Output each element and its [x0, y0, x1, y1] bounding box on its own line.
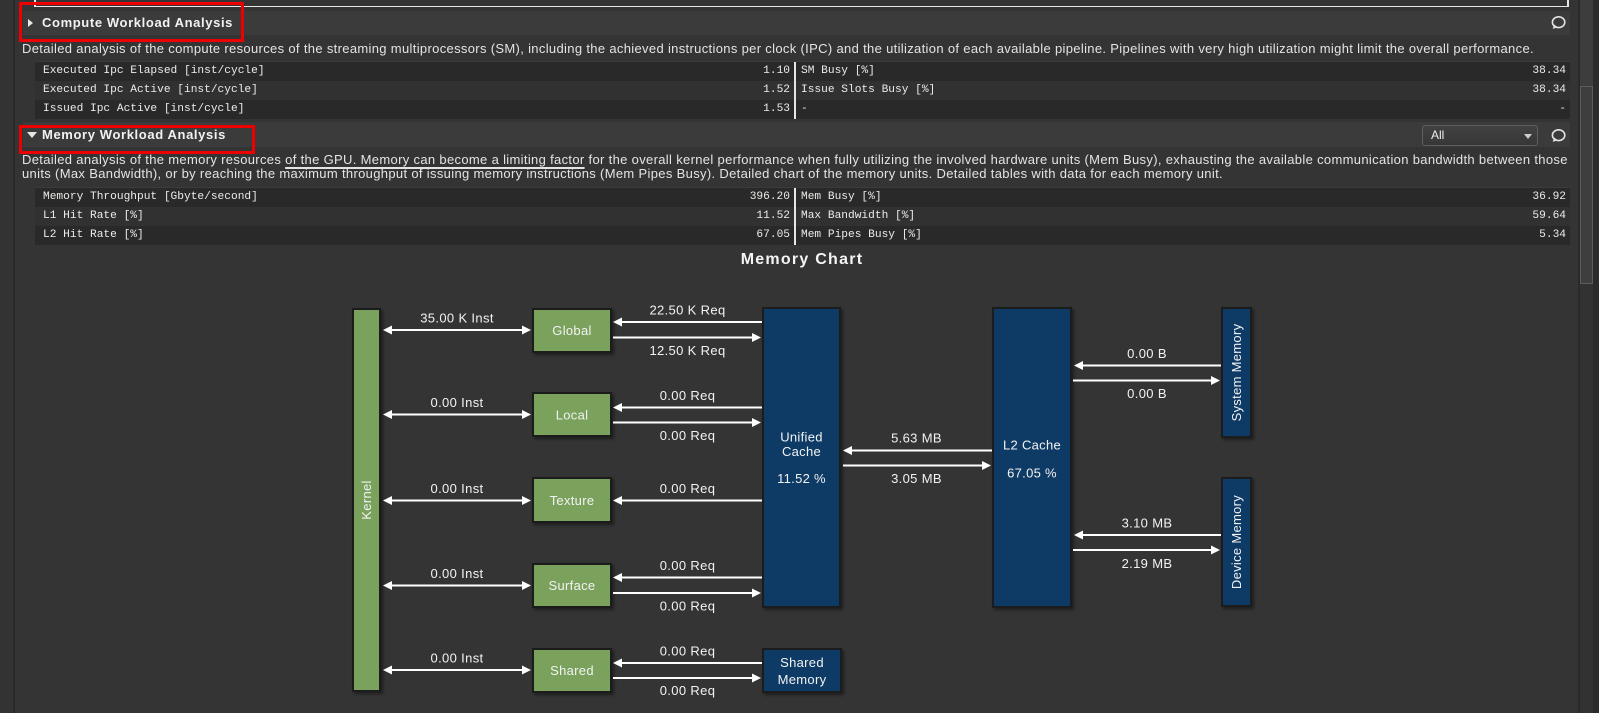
svg-text:Surface: Surface	[549, 578, 596, 593]
svg-text:Cache: Cache	[782, 444, 821, 459]
svg-text:3.05 MB: 3.05 MB	[891, 471, 942, 486]
svg-text:0.00 Req: 0.00 Req	[660, 644, 716, 659]
svg-text:3.10 MB: 3.10 MB	[1122, 516, 1173, 531]
svg-text:0.00 Inst: 0.00 Inst	[430, 481, 483, 496]
svg-text:Shared: Shared	[550, 663, 594, 678]
svg-text:0.00 Req: 0.00 Req	[660, 388, 716, 403]
svg-text:0.00 Inst: 0.00 Inst	[430, 651, 483, 666]
svg-text:0.00 Inst: 0.00 Inst	[430, 395, 483, 410]
svg-text:0.00 B: 0.00 B	[1127, 346, 1167, 361]
svg-text:L2 Cache: L2 Cache	[1003, 438, 1061, 453]
svg-text:12.50 K Req: 12.50 K Req	[649, 343, 725, 358]
svg-text:67.05 %: 67.05 %	[1007, 466, 1057, 481]
svg-text:22.50 K Req: 22.50 K Req	[649, 303, 725, 318]
svg-text:0.00 Inst: 0.00 Inst	[430, 566, 483, 581]
svg-text:Global: Global	[552, 323, 591, 338]
svg-text:11.52 %: 11.52 %	[777, 471, 826, 486]
svg-text:Unified: Unified	[780, 430, 823, 445]
svg-text:Memory: Memory	[778, 672, 827, 687]
svg-text:2.19 MB: 2.19 MB	[1122, 556, 1173, 571]
svg-text:0.00 Req: 0.00 Req	[660, 481, 716, 496]
svg-text:0.00 Req: 0.00 Req	[660, 599, 716, 614]
svg-text:Shared: Shared	[780, 655, 824, 670]
svg-text:System Memory: System Memory	[1229, 323, 1244, 421]
svg-text:Device Memory: Device Memory	[1229, 495, 1244, 589]
svg-text:5.63 MB: 5.63 MB	[891, 431, 942, 446]
svg-text:0.00 B: 0.00 B	[1127, 386, 1167, 401]
svg-text:35.00 K Inst: 35.00 K Inst	[420, 311, 494, 326]
svg-text:Local: Local	[556, 408, 589, 423]
svg-text:Texture: Texture	[550, 493, 595, 508]
svg-text:0.00 Req: 0.00 Req	[660, 558, 716, 573]
svg-text:0.00 Req: 0.00 Req	[660, 683, 716, 698]
svg-text:0.00 Req: 0.00 Req	[660, 428, 716, 443]
svg-text:Kernel: Kernel	[359, 480, 374, 519]
